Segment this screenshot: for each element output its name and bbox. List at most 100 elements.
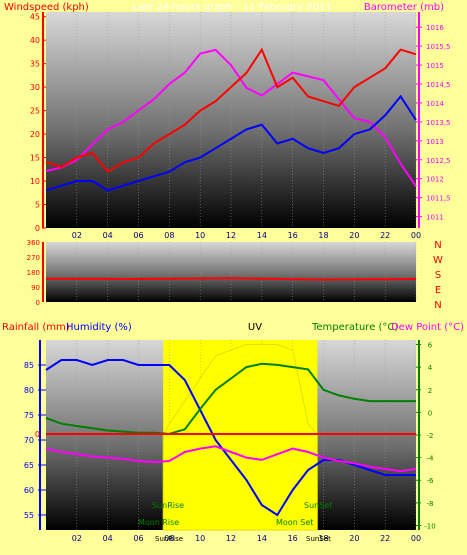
time-tick-label: 02 [72, 534, 82, 543]
time-tick-label: 22 [380, 231, 390, 240]
direction-tick-label: 0 [36, 299, 40, 307]
wind-pressure-grid [76, 12, 417, 228]
time-tick-label: 20 [349, 231, 359, 240]
windspeed-tick-label: 10 [30, 177, 40, 186]
time-tick-label: 06 [133, 231, 143, 240]
barometer-axis-ticks: 1011 1011,5 1012 1012,5 1013 1013,5 1014 1014,5… [416, 12, 451, 228]
direction-tick-label: 270 [27, 254, 40, 262]
wind-direction-series [45, 277, 417, 281]
sunset-time-label: SunSet [306, 535, 331, 543]
wind-direction-axis-ticks: 0 90 180 270 360 [27, 239, 44, 307]
time-tick-label: 06 [133, 534, 143, 543]
time-tick-label: 18 [318, 231, 328, 240]
direction-tick-label: 360 [27, 239, 40, 247]
time-tick-label: 20 [349, 534, 359, 543]
barometer-tick-label: 1014,5 [426, 81, 451, 89]
direction-tick-label: 180 [27, 269, 40, 277]
temperature-tick-label: -4 [427, 455, 435, 463]
barometer-axis-label: Barometer (mb) [364, 2, 444, 13]
humidity-tick-label: 85 [24, 361, 34, 370]
windspeed-tick-label: 5 [35, 201, 40, 210]
humidity-axis-ticks: 55 60 65 70 75 80 85 [24, 340, 46, 530]
barometer-tick-label: 1015 [426, 62, 444, 70]
humidity-tick-label: 70 [24, 436, 34, 445]
moonset-label: Moon Set [276, 518, 313, 527]
time-tick-label: 18 [318, 534, 328, 543]
direction-tick-label: 90 [31, 284, 40, 292]
series-windspeed [45, 94, 417, 192]
barometer-tick-label: 1011 [426, 214, 444, 222]
wind-pressure-panel: Windspeed (kph) Last 24 hours graph - 11… [4, 2, 451, 240]
barometer-tick-label: 1011,5 [426, 195, 451, 203]
windspeed-tick-label: 20 [30, 130, 40, 139]
barometer-tick-label: 1013 [426, 138, 444, 146]
temperature-axis-ticks: 6 4 2 0 -2 -4 -6 -8 -10 [416, 340, 436, 530]
temperature-tick-label: 6 [428, 342, 433, 350]
compass-label: W [433, 255, 443, 266]
series-barometer-mb [45, 48, 417, 187]
time-tick-label: 16 [288, 231, 298, 240]
bottom-time-axis-ticks: 02 04 06 08 10 12 14 16 18 20 22 00 [72, 534, 421, 543]
temperature-tick-label: -10 [424, 522, 435, 530]
time-tick-label: 10 [195, 231, 205, 240]
time-tick-label: 12 [226, 534, 236, 543]
time-axis-ticks: 02 04 06 08 10 12 14 16 18 20 22 00 [72, 231, 421, 240]
compass-label: E [435, 285, 441, 296]
time-tick-label: 14 [257, 231, 267, 240]
rainfall-axis-label: Rainfall (mm) [2, 322, 70, 333]
temperature-humidity-panel: Rainfall (mm) Humidity (%) UV Temperatur… [2, 322, 464, 543]
time-tick-label: 08 [164, 534, 174, 543]
compass-label: N [434, 240, 441, 251]
barometer-tick-label: 1015,5 [426, 43, 451, 51]
temperature-tick-label: -6 [427, 477, 435, 485]
humidity-tick-label: 75 [24, 411, 34, 420]
moonrise-label: Moon Rise [138, 518, 179, 527]
compass-label: S [435, 270, 441, 281]
windspeed-tick-label: 40 [30, 36, 40, 45]
series-wind-direction [45, 277, 417, 281]
time-tick-label: 02 [72, 231, 82, 240]
rainfall-zero-tick: 0 [35, 430, 40, 439]
windspeed-tick-label: 15 [30, 154, 40, 163]
time-tick-label: 22 [380, 534, 390, 543]
time-tick-label: 08 [164, 231, 174, 240]
barometer-tick-label: 1016 [426, 24, 444, 32]
time-tick-label: 10 [195, 534, 205, 543]
uv-axis-label: UV [248, 322, 262, 333]
sunset-label: SunSet [304, 501, 332, 510]
windspeed-tick-label: 35 [30, 60, 40, 69]
time-tick-label: 12 [226, 231, 236, 240]
sunrise-label: SunRise [152, 501, 184, 510]
temperature-tick-label: 4 [428, 364, 433, 372]
temperature-tick-label: 0 [428, 409, 432, 417]
sunrise-time-label: SunRise [155, 535, 183, 543]
temperature-tick-label: -8 [427, 500, 434, 508]
temperature-humidity-series [45, 344, 417, 531]
series-dew-point-c [45, 445, 417, 473]
time-tick-label: 00 [411, 231, 421, 240]
series-temperature-c [45, 362, 416, 435]
humidity-tick-label: 65 [24, 461, 34, 470]
humidity-axis-label: Humidity (%) [66, 322, 132, 333]
humidity-tick-label: 60 [24, 486, 34, 495]
barometer-tick-label: 1012,5 [426, 157, 451, 165]
windspeed-axis-label: Windspeed (kph) [4, 2, 89, 13]
chart-title: Last 24 hours graph - 11 February 2011 [132, 2, 331, 13]
windspeed-tick-label: 45 [30, 13, 40, 22]
temperature-tick-label: -2 [427, 432, 434, 440]
windspeed-tick-label: 25 [30, 107, 40, 116]
barometer-tick-label: 1014 [426, 100, 444, 108]
windspeed-tick-label: 0 [35, 224, 40, 233]
compass-label: N [434, 300, 441, 311]
humidity-tick-label: 80 [24, 386, 34, 395]
windspeed-axis-ticks: 0 5 10 15 20 25 30 35 40 45 [30, 12, 46, 233]
time-tick-label: 04 [103, 534, 113, 543]
series-gust [45, 47, 417, 174]
time-tick-label: 00 [411, 534, 421, 543]
wind-direction-grid [76, 242, 417, 302]
windspeed-tick-label: 30 [30, 83, 40, 92]
time-tick-label: 04 [103, 231, 113, 240]
